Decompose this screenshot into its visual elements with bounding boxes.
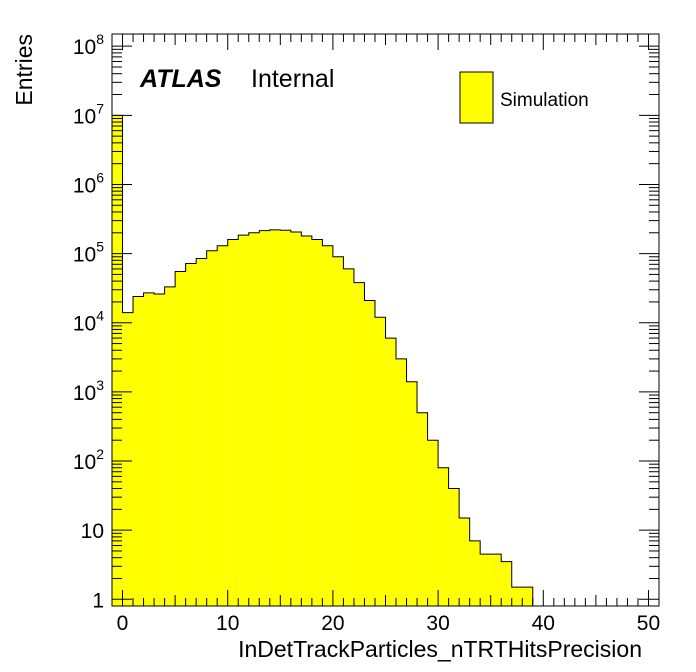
histogram-bar: [238, 235, 249, 607]
y-tick-label: 107: [73, 100, 104, 128]
histogram-bar: [280, 230, 291, 606]
histogram-bar: [133, 296, 144, 606]
y-tick-label: 102: [73, 446, 104, 474]
histogram-outline: [111, 114, 659, 607]
histogram-bar: [459, 517, 470, 606]
x-tick-labels: 0 10 20 30 40 50: [117, 612, 660, 635]
histogram-bar: [343, 268, 354, 606]
histogram-bar: [122, 312, 134, 606]
x-tick-label: 0: [117, 612, 129, 635]
histogram-bar: [385, 338, 397, 606]
histogram-bar: [175, 271, 186, 606]
y-tick-label: 106: [73, 169, 104, 197]
legend-label: Simulation: [500, 90, 589, 111]
histogram-layer: [111, 114, 659, 607]
y-tick-label: 1: [92, 589, 104, 612]
histogram-bar: [364, 300, 375, 606]
y-tick-label: 104: [73, 308, 104, 336]
histogram-bar: [469, 540, 481, 606]
histogram-bar: [438, 467, 449, 606]
y-tick-label: 103: [73, 377, 104, 405]
x-tick-label: 40: [532, 612, 555, 635]
x-tick-label: 30: [426, 612, 449, 635]
histogram-bar: [143, 292, 155, 606]
histogram-bar: [480, 554, 491, 606]
histogram-bar: [501, 561, 512, 606]
histogram-bar: [417, 412, 428, 606]
histogram-bar: [185, 263, 197, 606]
histogram-bar: [112, 115, 123, 606]
atlas-label: ATLAS: [139, 65, 222, 93]
histogram-bar: [322, 245, 333, 607]
histogram-bar: [269, 229, 281, 606]
histogram-bar: [259, 230, 270, 607]
histogram-bar: [353, 282, 365, 606]
x-tick-label: 50: [637, 612, 660, 635]
histogram-bar: [311, 239, 323, 607]
histogram-bar: [164, 286, 176, 606]
x-tick-label: 20: [321, 612, 344, 635]
y-tick-label: 105: [73, 239, 104, 267]
histogram-bar: [332, 256, 344, 606]
histogram-bar: [522, 587, 533, 606]
atlas-status: Internal: [251, 65, 334, 93]
histogram-bar: [301, 235, 312, 606]
histogram-bar: [374, 317, 386, 606]
histogram-bar: [490, 554, 502, 606]
histogram-bar: [217, 245, 228, 607]
y-tick-labels: 1 10 102 103 104 105 106 107 108: [73, 31, 104, 612]
histogram-bar: [396, 358, 407, 606]
histogram-bar: [406, 381, 418, 606]
histogram-bar: [290, 232, 302, 606]
histogram-bar: [511, 587, 523, 606]
histogram-bar: [227, 239, 239, 607]
y-tick-label: 10: [81, 520, 104, 543]
histogram-bar: [248, 232, 260, 606]
legend-swatch: [459, 71, 494, 124]
x-axis-title: InDetTrackParticles_nTRTHitsPrecision: [238, 636, 642, 662]
x-tick-label: 10: [216, 612, 239, 635]
tick-layer: [112, 34, 659, 606]
histogram-bar: [206, 250, 218, 606]
y-tick-label: 108: [73, 31, 104, 59]
y-axis-title: Entries: [11, 34, 37, 106]
histogram-bar: [427, 440, 439, 606]
histogram-bar: [448, 488, 460, 606]
histogram-bar: [154, 294, 165, 606]
histogram-bar: [196, 258, 207, 606]
